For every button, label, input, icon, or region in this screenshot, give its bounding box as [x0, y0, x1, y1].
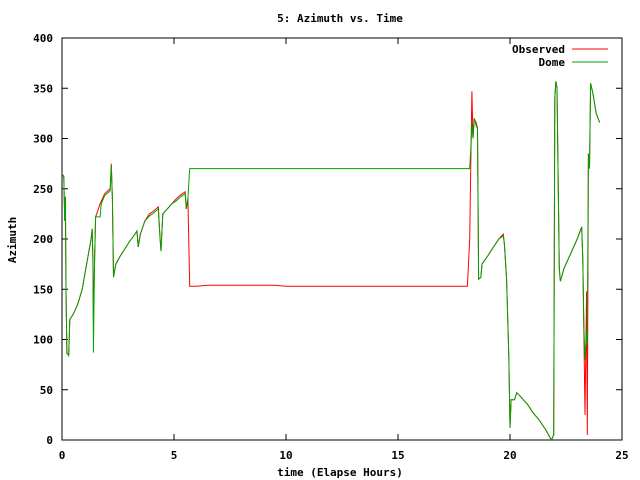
x-axis-label: time (Elapse Hours) — [277, 466, 403, 479]
series-layer — [61, 81, 601, 442]
y-axis: 0 50 100 150 200 250 300 350 400 — [33, 32, 622, 447]
legend-label-dome: Dome — [539, 56, 566, 69]
y-tick-label: 0 — [46, 434, 53, 447]
y-tick-label: 100 — [33, 334, 53, 347]
chart-title: 5: Azimuth vs. Time — [277, 12, 403, 25]
y-tick-label: 150 — [33, 283, 53, 296]
y-tick-label: 400 — [33, 32, 53, 45]
y-tick-label: 300 — [33, 133, 53, 146]
x-axis: 0 5 10 15 20 25 — [59, 38, 629, 462]
legend-label-observed: Observed — [512, 43, 565, 56]
x-tick-label: 20 — [503, 449, 516, 462]
y-axis-label: Azimuth — [6, 217, 19, 263]
x-tick-label: 5 — [171, 449, 178, 462]
y-tick-label: 350 — [33, 82, 53, 95]
x-tick-label: 10 — [279, 449, 292, 462]
series-line-dome — [61, 81, 601, 442]
series-line-observed — [61, 81, 601, 442]
y-tick-label: 250 — [33, 183, 53, 196]
x-tick-label: 15 — [391, 449, 404, 462]
plot-frame — [61, 37, 623, 441]
y-tick-label: 50 — [40, 384, 53, 397]
y-tick-label: 200 — [33, 233, 53, 246]
x-tick-label: 0 — [59, 449, 66, 462]
x-tick-label: 25 — [615, 449, 628, 462]
